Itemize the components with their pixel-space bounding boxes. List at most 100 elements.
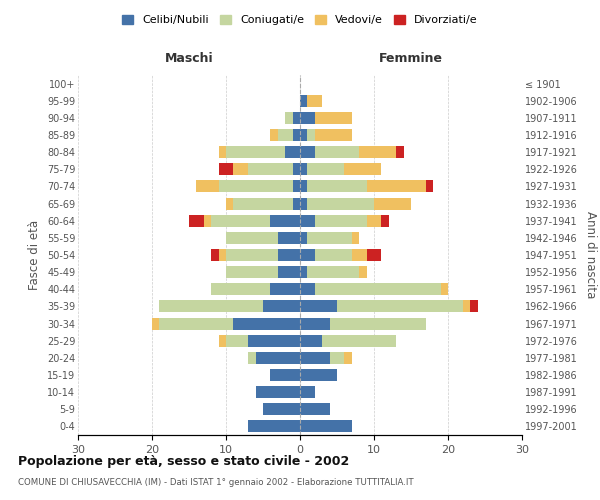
Bar bbox=[248, 420, 300, 432]
Bar bbox=[463, 300, 470, 312]
Text: Maschi: Maschi bbox=[164, 52, 214, 64]
Bar bbox=[315, 249, 352, 261]
Bar bbox=[307, 94, 322, 106]
Bar bbox=[278, 129, 293, 141]
Bar bbox=[263, 404, 300, 415]
Bar bbox=[300, 334, 322, 346]
Bar bbox=[226, 146, 285, 158]
Bar bbox=[152, 318, 160, 330]
Bar bbox=[300, 369, 337, 381]
Bar bbox=[307, 129, 315, 141]
Bar bbox=[271, 129, 278, 141]
Bar bbox=[263, 300, 300, 312]
Bar bbox=[300, 180, 307, 192]
Bar bbox=[367, 180, 426, 192]
Bar bbox=[367, 214, 382, 226]
Bar bbox=[440, 284, 448, 296]
Bar bbox=[233, 164, 248, 175]
Bar bbox=[344, 164, 382, 175]
Bar bbox=[300, 249, 315, 261]
Bar bbox=[256, 352, 300, 364]
Bar bbox=[285, 112, 293, 124]
Bar bbox=[248, 334, 300, 346]
Bar bbox=[307, 180, 367, 192]
Text: Popolazione per età, sesso e stato civile - 2002: Popolazione per età, sesso e stato civil… bbox=[18, 455, 349, 468]
Bar bbox=[204, 214, 211, 226]
Bar bbox=[315, 214, 367, 226]
Bar bbox=[352, 232, 359, 244]
Bar bbox=[300, 404, 329, 415]
Bar bbox=[293, 112, 300, 124]
Bar bbox=[218, 180, 293, 192]
Bar bbox=[226, 232, 278, 244]
Bar bbox=[271, 284, 300, 296]
Bar bbox=[226, 249, 278, 261]
Bar bbox=[300, 318, 329, 330]
Bar bbox=[352, 249, 367, 261]
Bar bbox=[396, 146, 404, 158]
Bar bbox=[233, 198, 293, 209]
Bar bbox=[315, 146, 359, 158]
Bar bbox=[300, 146, 315, 158]
Bar bbox=[300, 112, 315, 124]
Bar bbox=[382, 214, 389, 226]
Bar bbox=[307, 266, 359, 278]
Bar bbox=[307, 232, 352, 244]
Bar bbox=[300, 266, 307, 278]
Bar bbox=[226, 266, 278, 278]
Bar bbox=[470, 300, 478, 312]
Bar bbox=[374, 198, 411, 209]
Bar bbox=[329, 352, 344, 364]
Bar bbox=[300, 94, 307, 106]
Legend: Celibi/Nubili, Coniugati/e, Vedovi/e, Divorziati/e: Celibi/Nubili, Coniugati/e, Vedovi/e, Di… bbox=[118, 10, 482, 30]
Bar bbox=[300, 386, 315, 398]
Bar bbox=[322, 334, 396, 346]
Bar bbox=[359, 266, 367, 278]
Bar bbox=[218, 249, 226, 261]
Bar bbox=[300, 214, 315, 226]
Bar bbox=[218, 334, 226, 346]
Text: COMUNE DI CHIUSAVECCHIA (IM) - Dati ISTAT 1° gennaio 2002 - Elaborazione TUTTITA: COMUNE DI CHIUSAVECCHIA (IM) - Dati ISTA… bbox=[18, 478, 413, 487]
Bar bbox=[248, 164, 293, 175]
Bar bbox=[233, 318, 300, 330]
Bar bbox=[315, 112, 352, 124]
Bar bbox=[300, 420, 352, 432]
Bar bbox=[256, 386, 300, 398]
Bar bbox=[307, 198, 374, 209]
Bar bbox=[278, 232, 300, 244]
Bar bbox=[329, 318, 426, 330]
Bar bbox=[226, 198, 233, 209]
Bar bbox=[300, 232, 307, 244]
Bar bbox=[160, 318, 233, 330]
Bar bbox=[211, 284, 271, 296]
Bar bbox=[248, 352, 256, 364]
Bar bbox=[426, 180, 433, 192]
Y-axis label: Fasce di età: Fasce di età bbox=[28, 220, 41, 290]
Bar bbox=[300, 284, 315, 296]
Y-axis label: Anni di nascita: Anni di nascita bbox=[584, 212, 597, 298]
Bar bbox=[218, 164, 233, 175]
Bar bbox=[189, 214, 204, 226]
Bar bbox=[315, 284, 440, 296]
Bar bbox=[211, 214, 271, 226]
Bar bbox=[293, 180, 300, 192]
Bar bbox=[315, 129, 352, 141]
Bar bbox=[300, 198, 307, 209]
Bar bbox=[271, 369, 300, 381]
Bar bbox=[293, 164, 300, 175]
Bar bbox=[271, 214, 300, 226]
Bar bbox=[300, 300, 337, 312]
Bar bbox=[307, 164, 344, 175]
Bar bbox=[211, 249, 218, 261]
Bar bbox=[344, 352, 352, 364]
Bar bbox=[300, 352, 329, 364]
Bar bbox=[278, 266, 300, 278]
Bar bbox=[160, 300, 263, 312]
Bar bbox=[367, 249, 382, 261]
Bar bbox=[359, 146, 396, 158]
Bar bbox=[196, 180, 218, 192]
Text: Femmine: Femmine bbox=[379, 52, 443, 64]
Bar bbox=[300, 129, 307, 141]
Bar bbox=[278, 249, 300, 261]
Bar bbox=[300, 164, 307, 175]
